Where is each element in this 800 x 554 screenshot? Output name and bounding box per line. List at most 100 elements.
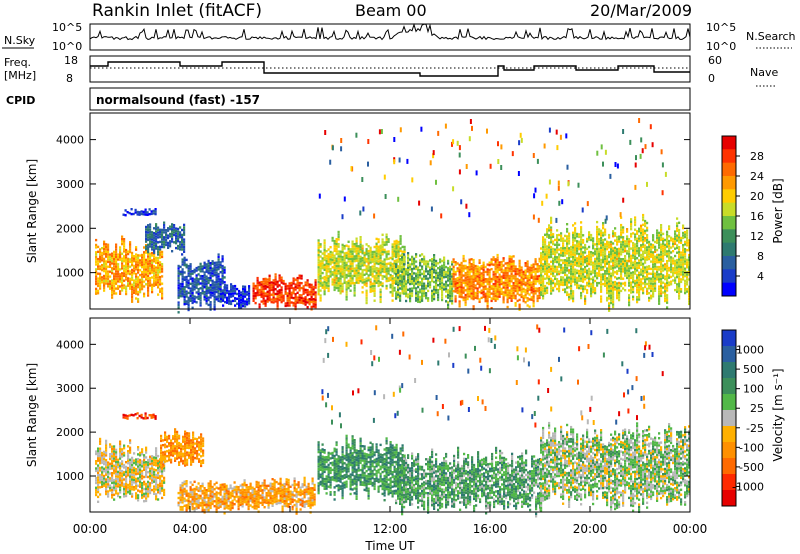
heatmap-cell [626, 249, 629, 253]
heatmap-cell [306, 281, 309, 285]
heatmap-cell [474, 279, 477, 282]
heatmap-cell [133, 264, 136, 268]
heatmap-cell [506, 293, 509, 296]
heatmap-cell [339, 279, 342, 283]
heatmap-cell [586, 269, 589, 272]
heatmap-cell [618, 259, 621, 263]
heatmap-cell [449, 270, 452, 273]
heatmap-cell [648, 248, 651, 251]
heatmap-cell [123, 242, 126, 246]
heatmap-cell [107, 272, 110, 276]
heatmap-cell [209, 269, 212, 272]
heatmap-cell [672, 240, 675, 243]
heatmap-cell [608, 243, 611, 246]
heatmap-cell [451, 282, 454, 286]
heatmap-cell [244, 290, 247, 293]
heatmap-cell [638, 230, 641, 233]
heatmap-cell [141, 278, 144, 281]
heatmap-cell [558, 270, 561, 273]
heatmap-cell [411, 292, 414, 295]
heatmap-cell [620, 243, 623, 246]
heatmap-cell [333, 269, 336, 272]
heatmap-cell [335, 245, 338, 248]
heatmap-cell [550, 289, 553, 293]
nsearch-tick-bottom-right: 10^0 [706, 40, 736, 53]
heatmap-cell [650, 289, 653, 293]
heatmap-cell [566, 252, 569, 255]
heatmap-cell [482, 290, 485, 294]
heatmap-cell [296, 291, 299, 294]
heatmap-cell [472, 268, 475, 271]
heatmap-cell [127, 277, 130, 280]
heatmap-cell [351, 262, 354, 265]
heatmap-cell [399, 270, 402, 273]
nave-label: Nave [750, 66, 778, 79]
heatmap-cell [341, 214, 344, 220]
heatmap-cell [413, 279, 416, 282]
heatmap-cell [411, 289, 414, 293]
heatmap-cell [445, 285, 448, 288]
heatmap-cell [337, 282, 340, 285]
heatmap-cell [582, 270, 585, 274]
heatmap-cell [431, 299, 434, 302]
heatmap-cell [266, 295, 269, 298]
heatmap-cell [626, 228, 629, 231]
heatmap-cell [576, 249, 579, 253]
heatmap-cell [620, 282, 623, 285]
heatmap-cell [582, 239, 585, 242]
heatmap-cell [161, 263, 164, 266]
heatmap-cell [606, 269, 609, 273]
heatmap-cell [183, 240, 186, 244]
heatmap-cell [439, 277, 442, 281]
heatmap-cell [355, 266, 358, 270]
heatmap-cell [526, 284, 529, 288]
heatmap-cell [604, 260, 607, 263]
heatmap-cell [610, 240, 613, 244]
heatmap-cell [113, 282, 116, 285]
heatmap-cell [107, 243, 110, 246]
heatmap-cell [684, 248, 687, 251]
heatmap-cell [217, 260, 220, 264]
heatmap-cell [140, 210, 143, 213]
heatmap-cell [163, 228, 166, 232]
heatmap-cell [333, 288, 336, 292]
heatmap-cell [266, 278, 269, 281]
heatmap-cell [373, 250, 376, 254]
heatmap-cell [516, 285, 519, 288]
heatmap-cell [181, 290, 184, 293]
heatmap-cell [337, 235, 340, 239]
heatmap-cell [103, 245, 106, 248]
heatmap-cell [109, 255, 112, 259]
heatmap-cell [113, 277, 116, 280]
heatmap-cell [674, 232, 677, 236]
heatmap-cell [121, 262, 124, 265]
heatmap-cell [353, 267, 356, 270]
heatmap-cell [472, 273, 475, 276]
heatmap-cell [678, 248, 681, 251]
heatmap-cell [680, 258, 683, 262]
heatmap-cell [678, 228, 681, 232]
heatmap-cell [262, 280, 265, 283]
heatmap-cell [268, 299, 271, 302]
heatmap-cell [276, 297, 279, 300]
heatmap-cell [335, 242, 338, 246]
heatmap-cell [486, 270, 489, 274]
heatmap-cell [145, 263, 148, 266]
heatmap-cell [564, 246, 567, 250]
heatmap-cell [678, 277, 681, 281]
heatmap-cell [421, 272, 424, 276]
heatmap-cell [407, 264, 410, 267]
heatmap-cell [558, 255, 561, 259]
heatmap-cell [238, 299, 241, 302]
heatmap-cell [361, 177, 364, 182]
heatmap-cell [656, 268, 659, 271]
heatmap-cell [552, 262, 555, 265]
heatmap-cell [141, 261, 144, 264]
heatmap-cell [115, 265, 118, 268]
heatmap-cell [628, 267, 631, 270]
heatmap-cell [447, 284, 450, 287]
heatmap-cell [181, 280, 184, 283]
heatmap-cell [135, 292, 138, 295]
heatmap-cell [534, 258, 537, 261]
heatmap-cell [572, 268, 575, 271]
